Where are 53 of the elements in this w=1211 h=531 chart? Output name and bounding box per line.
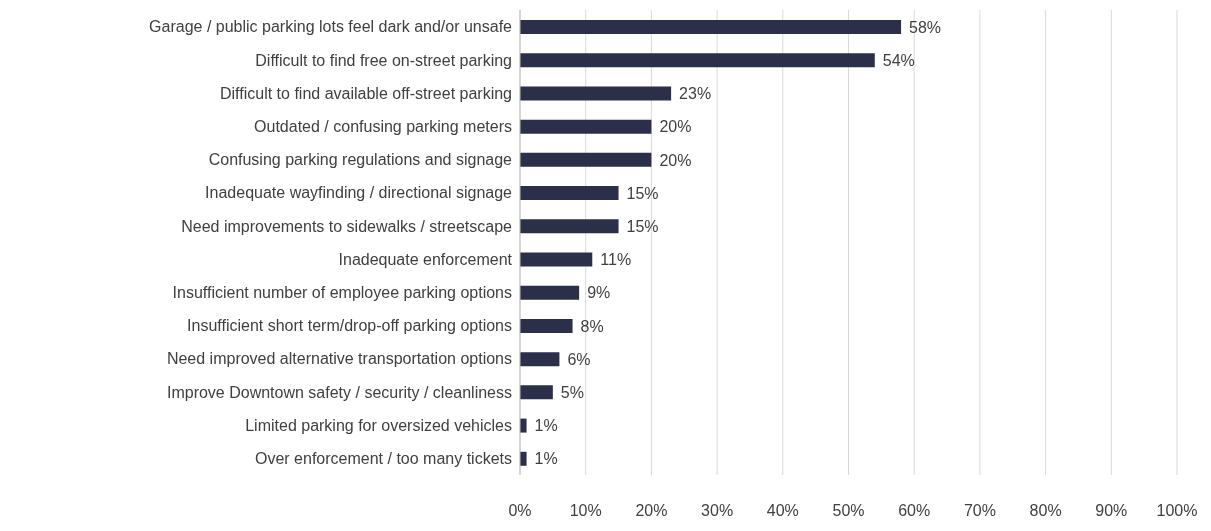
x-tick-label: 10% (569, 502, 602, 520)
data-label: 9% (587, 284, 611, 302)
x-tick-label: 0% (508, 502, 532, 520)
data-label: 15% (626, 184, 659, 202)
x-tick-label: 20% (635, 502, 668, 520)
data-label: 23% (679, 85, 712, 103)
x-tick-label: 90% (1095, 502, 1128, 520)
bar (520, 20, 902, 34)
y-tick-label: Confusing parking regulations and signage (208, 151, 513, 169)
x-tick-label: 100% (1156, 502, 1198, 520)
y-tick-label: Outdated / confusing parking meters (254, 117, 512, 135)
y-tick-label: Difficult to find free on-street parking (255, 51, 512, 69)
data-label: 1% (534, 417, 558, 435)
data-label: 1% (534, 450, 558, 468)
bar (520, 418, 527, 433)
data-label: 20% (659, 151, 692, 169)
y-tick-label: Need improvements to sidewalks / streetscape (181, 217, 513, 235)
data-label: 5% (560, 384, 584, 402)
bar (520, 119, 652, 134)
data-label: 20% (659, 118, 692, 136)
x-tick-label: 50% (832, 502, 865, 520)
bar (520, 186, 619, 201)
y-tick-label: Insufficient short term/drop-off parking options (187, 317, 512, 335)
bar (520, 152, 652, 167)
x-tick-label: 40% (766, 502, 799, 520)
data-label: 11% (600, 251, 632, 269)
data-label: 58% (909, 18, 942, 36)
y-tick-label: Inadequate wayfinding / directional signage (205, 184, 513, 202)
y-tick-label: Insufficient number of employee parking options (172, 284, 512, 301)
data-label: 6% (567, 350, 591, 368)
y-tick-label: Inadequate enforcement (338, 250, 513, 268)
y-tick-label: Garage / public parking lots feel dark and/or unsafe (149, 18, 513, 36)
data-label: 54% (882, 51, 915, 69)
y-tick-label: Need improved alternative transportation options (166, 350, 512, 368)
bar (520, 219, 619, 234)
bar (520, 385, 553, 400)
data-label: 15% (626, 217, 659, 235)
y-tick-label: Over enforcement / too many tickets (255, 450, 512, 468)
bar (520, 252, 593, 267)
bar (520, 86, 672, 101)
x-tick-label: 80% (1029, 502, 1062, 520)
y-tick-label: Limited parking for oversized vehicles (245, 416, 512, 434)
data-label: 8% (580, 317, 604, 335)
bar (520, 285, 580, 300)
bar (520, 53, 875, 68)
x-tick-label: 30% (701, 502, 734, 520)
x-tick-label: 60% (898, 502, 931, 520)
x-tick-label: 70% (963, 502, 996, 520)
bar (520, 318, 573, 333)
y-tick-label: Difficult to find available off-street parking (219, 84, 512, 102)
y-tick-label: Improve Downtown safety / security / cleanliness (166, 383, 512, 401)
bar (520, 352, 560, 367)
bar (520, 451, 527, 466)
